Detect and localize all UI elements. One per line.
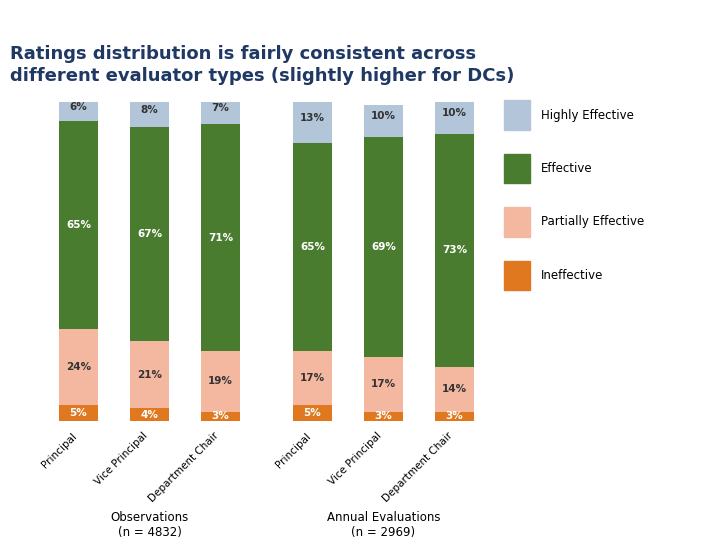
Bar — [435, 367, 474, 411]
Text: 3%: 3% — [374, 411, 392, 421]
Bar — [59, 102, 98, 121]
Bar — [130, 102, 169, 127]
Text: Effective: Effective — [541, 162, 593, 175]
Text: 8%: 8% — [140, 105, 158, 115]
Text: 67%: 67% — [137, 230, 162, 239]
Text: 65%: 65% — [66, 220, 91, 230]
Text: 24%: 24% — [66, 362, 91, 372]
Bar — [435, 102, 474, 134]
Bar — [504, 154, 530, 183]
Bar — [130, 341, 169, 408]
Text: Observations
(n = 4832): Observations (n = 4832) — [110, 511, 189, 538]
Text: Principal: Principal — [274, 431, 312, 470]
Text: Ineffective: Ineffective — [541, 269, 603, 282]
Text: 71%: 71% — [208, 233, 233, 242]
Text: 10%: 10% — [442, 108, 467, 118]
Text: Highly Effective: Highly Effective — [541, 109, 634, 122]
Bar — [504, 207, 530, 237]
Text: Principal: Principal — [40, 431, 78, 470]
Bar — [364, 357, 403, 411]
Bar — [59, 405, 98, 421]
Text: 7%: 7% — [212, 103, 229, 113]
Bar — [201, 124, 240, 351]
Text: 73%: 73% — [442, 245, 467, 255]
Bar — [504, 261, 530, 290]
Text: 5%: 5% — [304, 408, 321, 418]
Bar — [364, 137, 403, 357]
Text: Vice Principal: Vice Principal — [93, 431, 150, 488]
Bar — [293, 351, 332, 405]
Text: Annual Evaluations
(n = 2969): Annual Evaluations (n = 2969) — [327, 511, 440, 538]
Text: Department Chair: Department Chair — [147, 431, 220, 504]
Text: 65%: 65% — [300, 242, 325, 252]
Text: Department Chair: Department Chair — [381, 431, 454, 504]
Bar — [364, 411, 403, 421]
Text: 17%: 17% — [371, 380, 396, 389]
Bar — [293, 405, 332, 421]
Bar — [201, 102, 240, 124]
Text: 3%: 3% — [212, 411, 229, 421]
Text: 19%: 19% — [208, 376, 233, 386]
Text: Partially Effective: Partially Effective — [541, 215, 644, 228]
Text: Ratings distribution is fairly consistent across
different evaluator types (slig: Ratings distribution is fairly consisten… — [10, 44, 515, 85]
Text: 6%: 6% — [70, 102, 87, 112]
Bar — [59, 121, 98, 329]
Bar — [201, 411, 240, 421]
Bar — [504, 100, 530, 130]
Bar — [435, 411, 474, 421]
Bar — [201, 351, 240, 411]
Bar — [293, 144, 332, 351]
Text: 13%: 13% — [300, 113, 325, 123]
Text: 5%: 5% — [70, 408, 87, 418]
Bar — [293, 102, 332, 144]
Text: 69%: 69% — [371, 242, 396, 252]
Text: 4%: 4% — [140, 410, 158, 420]
Bar — [130, 408, 169, 421]
Bar — [59, 329, 98, 405]
Text: Vice Principal: Vice Principal — [327, 431, 384, 488]
Text: 10%: 10% — [371, 111, 396, 122]
Text: 14%: 14% — [442, 384, 467, 394]
Text: 3%: 3% — [446, 411, 463, 421]
Text: 21%: 21% — [137, 370, 162, 380]
Bar — [435, 134, 474, 367]
Bar — [130, 127, 169, 341]
Bar — [364, 105, 403, 137]
Text: 17%: 17% — [300, 373, 325, 383]
